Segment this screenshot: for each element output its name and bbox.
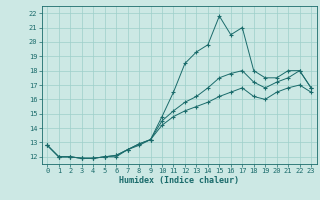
X-axis label: Humidex (Indice chaleur): Humidex (Indice chaleur) — [119, 176, 239, 185]
